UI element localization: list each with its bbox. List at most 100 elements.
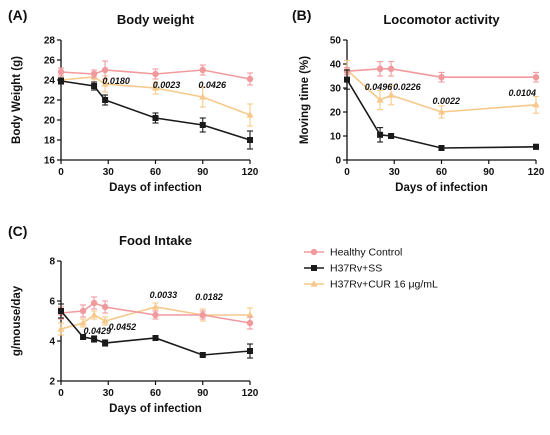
data-point	[90, 311, 98, 318]
y-tick-label: 6	[49, 297, 55, 308]
y-tick-label: 40	[330, 60, 342, 71]
y-tick-label: 20	[330, 108, 342, 119]
x-tick-label: 60	[150, 388, 162, 399]
legend-swatch-marker	[310, 248, 318, 256]
panel-food-intake: (C) Food Intake 2 4 6 8 0 30 60 90 120 Days of infe…	[8, 223, 259, 415]
x-tick-label: 30	[103, 167, 115, 178]
data-point	[387, 65, 395, 73]
x-axis-label: Days of infection	[109, 182, 202, 194]
data-point	[247, 137, 253, 143]
y-tick-label: 18	[44, 136, 56, 147]
x-axis-label: Days of infection	[395, 182, 488, 194]
x-tick-label: 120	[528, 167, 545, 178]
data-point	[151, 84, 160, 91]
data-point	[376, 65, 384, 73]
series-square	[58, 77, 253, 150]
data-point	[199, 352, 206, 358]
data-point	[102, 97, 109, 103]
p-value-annotation: 0.0226	[393, 82, 422, 92]
p-value-annotation: 0.0426	[198, 80, 227, 90]
x-tick-label: 0	[58, 388, 64, 399]
data-point	[91, 83, 98, 89]
data-point	[533, 143, 539, 150]
data-point	[80, 334, 87, 340]
data-point	[58, 308, 64, 314]
y-tick-label: 20	[44, 116, 56, 127]
y-tick-label: 24	[44, 76, 56, 87]
series-circle	[57, 60, 254, 86]
legend: Healthy Control H37Rv+SS H37Rv+CUR 16 μg/m…	[304, 247, 438, 291]
data-point	[387, 91, 395, 98]
p-value-annotation: 0.0429	[83, 326, 111, 336]
data-point	[246, 319, 254, 327]
series-triangle	[343, 59, 540, 119]
y-tick-label: 28	[44, 36, 56, 47]
data-point	[152, 115, 159, 121]
data-point	[199, 311, 206, 319]
y-tick-label: 22	[44, 96, 56, 107]
chart-title: Body weight	[117, 12, 195, 27]
x-tick-label: 60	[436, 167, 448, 178]
y-axis-label: Moving time (%)	[299, 56, 311, 144]
series-line	[60, 80, 251, 141]
x-tick-label: 120	[242, 388, 259, 399]
x-tick-label: 0	[58, 167, 64, 178]
legend-item: H37Rv+SS	[304, 263, 382, 275]
y-tick-label: 26	[44, 56, 56, 67]
data-point	[79, 307, 87, 315]
panel-label: (C)	[8, 223, 27, 239]
legend-swatch-marker	[310, 280, 318, 287]
y-tick-label: 30	[330, 84, 342, 95]
data-point	[151, 303, 160, 310]
data-point	[344, 76, 350, 83]
p-value-annotation: 0.0452	[109, 322, 137, 332]
p-value-annotation: 0.0022	[432, 96, 460, 106]
data-point	[438, 145, 445, 151]
data-point	[102, 340, 109, 346]
data-point	[152, 70, 159, 78]
y-tick-label: 50	[330, 36, 342, 47]
data-point	[246, 111, 254, 118]
data-point	[101, 66, 109, 74]
legend-label: Healthy Control	[330, 247, 402, 259]
series-square	[344, 69, 539, 151]
series-line	[60, 76, 251, 116]
panel-label: (A)	[8, 7, 27, 23]
data-point	[377, 131, 384, 138]
data-point	[90, 299, 98, 307]
p-value-annotation: 0.0180	[102, 76, 130, 86]
x-tick-label: 0	[344, 167, 350, 178]
p-value-annotation: 0.0182	[195, 292, 223, 302]
y-tick-label: 10	[330, 132, 342, 143]
data-point	[101, 317, 109, 324]
data-point	[199, 122, 206, 128]
chart-title: Locomotor activity	[383, 12, 500, 27]
y-tick-label: 4	[49, 337, 55, 348]
legend-item: H37Rv+CUR 16 μg/mL	[304, 279, 438, 291]
series-square	[58, 303, 253, 359]
x-tick-label: 120	[242, 167, 259, 178]
p-value-annotation: 0.0496	[365, 82, 394, 92]
data-point	[246, 311, 254, 318]
p-value-annotation: 0.0104	[508, 88, 536, 98]
x-axis-label: Days of infection	[109, 403, 202, 415]
panel-locomotor-activity: (B) Locomotor activity 0 10 20 30 40 50 0 30 60 90 1…	[292, 7, 545, 194]
x-tick-label: 90	[483, 167, 495, 178]
legend-label: H37Rv+SS	[330, 263, 382, 275]
data-point	[246, 75, 254, 83]
series-circle	[343, 61, 540, 83]
data-point	[91, 336, 98, 342]
y-tick-label: 8	[49, 257, 55, 268]
panel-label: (B)	[292, 7, 311, 23]
legend-item: Healthy Control	[304, 247, 402, 259]
y-axis-label: Body Weight (g)	[11, 56, 23, 144]
data-point	[532, 101, 540, 108]
y-tick-label: 2	[49, 377, 55, 388]
data-point	[57, 68, 65, 76]
data-point	[438, 74, 445, 81]
x-tick-label: 30	[389, 167, 401, 178]
x-tick-label: 60	[150, 167, 162, 178]
p-value-annotation: 0.0023	[153, 80, 181, 90]
data-point	[90, 70, 98, 78]
